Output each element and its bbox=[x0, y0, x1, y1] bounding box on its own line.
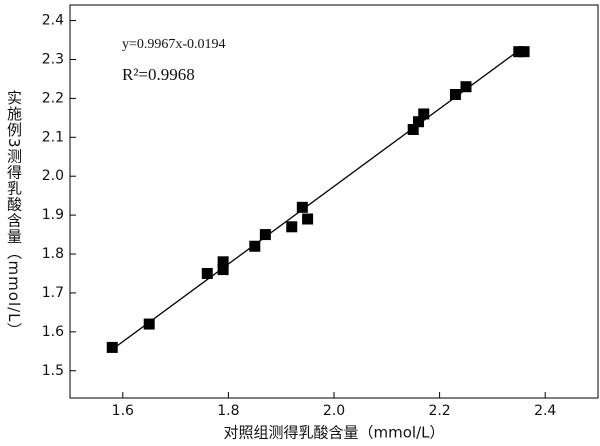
data-point bbox=[296, 201, 308, 213]
x-tick-label: 1.6 bbox=[112, 403, 134, 419]
data-point bbox=[249, 240, 261, 252]
data-point bbox=[449, 88, 461, 100]
data-point bbox=[217, 264, 229, 276]
data-point bbox=[418, 108, 430, 120]
data-point bbox=[217, 256, 229, 268]
data-point bbox=[201, 267, 213, 279]
y-tick-label: 2.3 bbox=[42, 51, 64, 67]
x-tick-label: 2.2 bbox=[428, 403, 450, 419]
data-point bbox=[407, 124, 419, 136]
y-tick-label: 1.6 bbox=[42, 324, 64, 340]
data-point bbox=[460, 81, 472, 93]
data-point bbox=[259, 229, 271, 241]
data-point bbox=[143, 318, 155, 330]
y-tick-label: 1.9 bbox=[42, 207, 64, 223]
x-tick-label: 1.8 bbox=[217, 403, 239, 419]
x-tick-label: 2.0 bbox=[323, 403, 345, 419]
equation: y=0.9967x-0.0194 bbox=[122, 37, 226, 52]
y-tick-label: 1.5 bbox=[42, 363, 64, 379]
data-point bbox=[286, 221, 298, 233]
data-point bbox=[518, 46, 530, 58]
data-point bbox=[106, 341, 118, 353]
x-axis-label: 对照组测得乳酸含量（mmol/L） bbox=[224, 424, 445, 442]
y-tick-label: 2.2 bbox=[42, 90, 64, 106]
y-tick-label: 1.7 bbox=[42, 285, 64, 301]
y-tick-label: 2.1 bbox=[42, 129, 64, 145]
y-axis-label: 实施例3测得乳酸含量（mmol/L） bbox=[5, 90, 23, 339]
x-tick-label: 2.4 bbox=[534, 403, 556, 419]
y-tick-label: 1.8 bbox=[42, 246, 64, 262]
data-point bbox=[302, 213, 314, 225]
data-point bbox=[412, 116, 424, 128]
y-tick-label: 2.4 bbox=[42, 13, 64, 29]
r-squared: R²=0.9968 bbox=[122, 65, 195, 84]
y-tick-label: 2.0 bbox=[42, 168, 64, 184]
